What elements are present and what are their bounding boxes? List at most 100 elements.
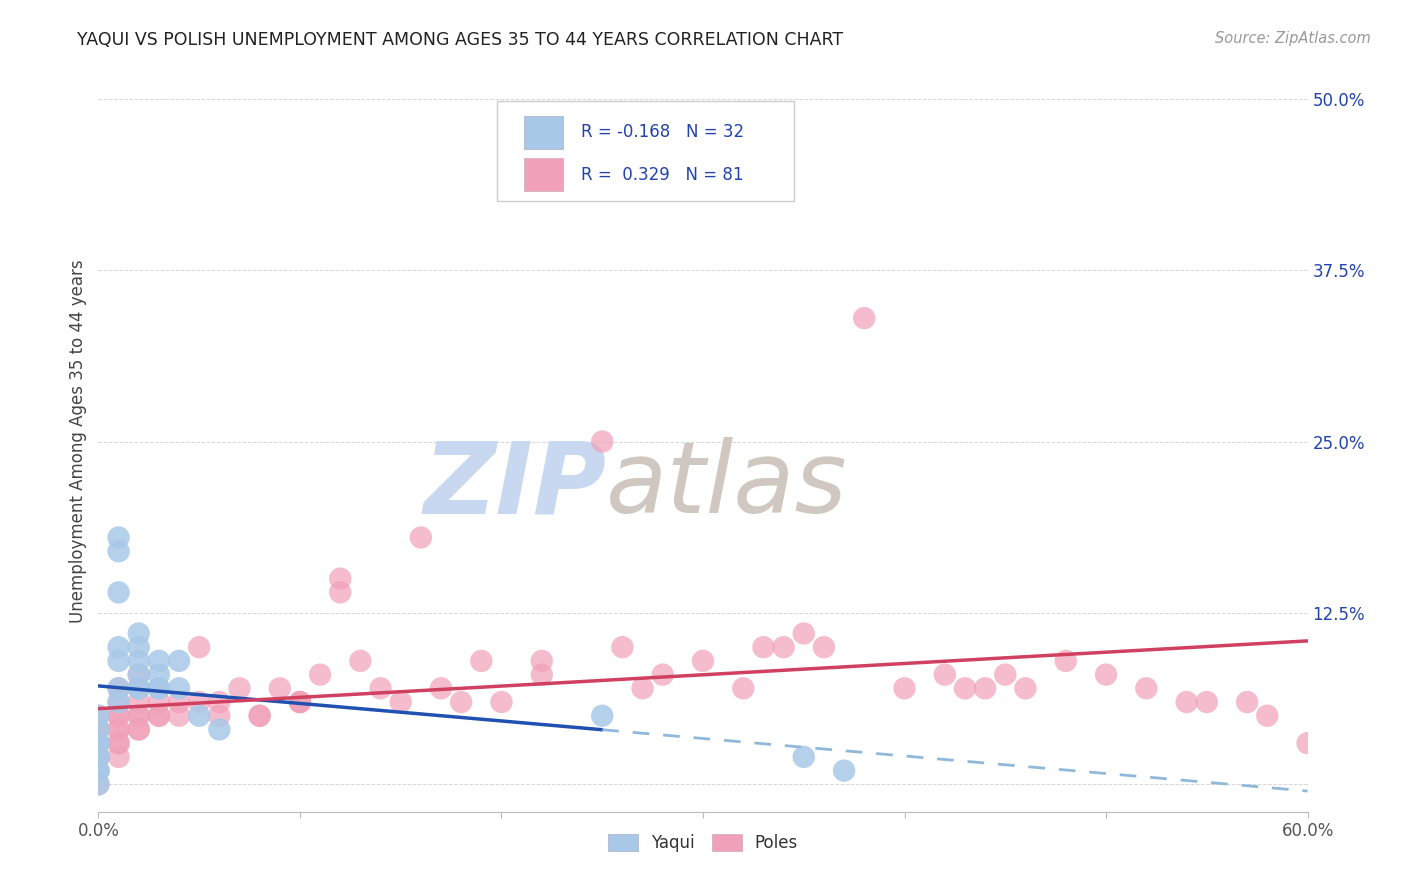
Point bbox=[148, 681, 170, 696]
Point bbox=[87, 750, 110, 764]
Point bbox=[107, 640, 129, 655]
FancyBboxPatch shape bbox=[524, 116, 562, 149]
Point bbox=[107, 736, 129, 750]
FancyBboxPatch shape bbox=[498, 101, 793, 201]
Point bbox=[107, 723, 129, 737]
Point bbox=[87, 708, 110, 723]
FancyBboxPatch shape bbox=[524, 158, 562, 192]
Point bbox=[87, 736, 110, 750]
Point bbox=[107, 544, 129, 558]
Point bbox=[87, 723, 110, 737]
Point bbox=[994, 667, 1017, 681]
Point bbox=[107, 708, 129, 723]
Point bbox=[107, 750, 129, 764]
Point bbox=[853, 311, 876, 326]
Point bbox=[1195, 695, 1218, 709]
Point bbox=[430, 681, 453, 696]
Point bbox=[87, 723, 110, 737]
Text: Source: ZipAtlas.com: Source: ZipAtlas.com bbox=[1215, 31, 1371, 46]
Point bbox=[128, 723, 150, 737]
Point bbox=[249, 708, 271, 723]
Point bbox=[148, 667, 170, 681]
Point bbox=[651, 667, 673, 681]
Point bbox=[793, 750, 815, 764]
Point bbox=[288, 695, 311, 709]
Point bbox=[107, 681, 129, 696]
Point bbox=[87, 723, 110, 737]
Point bbox=[107, 708, 129, 723]
Point bbox=[772, 640, 794, 655]
Point bbox=[631, 681, 654, 696]
Point bbox=[128, 708, 150, 723]
Point bbox=[733, 681, 755, 696]
Point bbox=[832, 764, 855, 778]
Point bbox=[389, 695, 412, 709]
Point bbox=[128, 667, 150, 681]
Point bbox=[128, 708, 150, 723]
Point bbox=[370, 681, 392, 696]
Point bbox=[107, 585, 129, 599]
Point bbox=[87, 777, 110, 791]
Point bbox=[148, 654, 170, 668]
Point bbox=[188, 640, 211, 655]
Point bbox=[1054, 654, 1077, 668]
Point bbox=[188, 695, 211, 709]
Point bbox=[87, 736, 110, 750]
Point bbox=[228, 681, 250, 696]
Point bbox=[1095, 667, 1118, 681]
Point bbox=[107, 695, 129, 709]
Point bbox=[87, 750, 110, 764]
Point bbox=[953, 681, 976, 696]
Point bbox=[934, 667, 956, 681]
Point bbox=[107, 695, 129, 709]
Point bbox=[148, 708, 170, 723]
Point bbox=[107, 531, 129, 545]
Point bbox=[128, 681, 150, 696]
Text: YAQUI VS POLISH UNEMPLOYMENT AMONG AGES 35 TO 44 YEARS CORRELATION CHART: YAQUI VS POLISH UNEMPLOYMENT AMONG AGES … bbox=[77, 31, 844, 49]
Point bbox=[1256, 708, 1278, 723]
Legend: Yaqui, Poles: Yaqui, Poles bbox=[602, 828, 804, 859]
Point bbox=[349, 654, 371, 668]
Point bbox=[107, 736, 129, 750]
Point bbox=[87, 750, 110, 764]
Point bbox=[87, 708, 110, 723]
Point bbox=[309, 667, 332, 681]
Point bbox=[128, 654, 150, 668]
Point bbox=[249, 708, 271, 723]
Point bbox=[1175, 695, 1198, 709]
Point bbox=[87, 736, 110, 750]
Point bbox=[87, 764, 110, 778]
Point bbox=[87, 750, 110, 764]
Point bbox=[974, 681, 997, 696]
Point bbox=[87, 750, 110, 764]
Point bbox=[128, 667, 150, 681]
Point bbox=[128, 695, 150, 709]
Point bbox=[813, 640, 835, 655]
Point bbox=[591, 708, 613, 723]
Point bbox=[288, 695, 311, 709]
Point bbox=[87, 764, 110, 778]
Point bbox=[329, 572, 352, 586]
Point bbox=[87, 777, 110, 791]
Point bbox=[167, 681, 190, 696]
Point bbox=[128, 626, 150, 640]
Point bbox=[269, 681, 291, 696]
Point bbox=[893, 681, 915, 696]
Text: R =  0.329   N = 81: R = 0.329 N = 81 bbox=[581, 166, 744, 184]
Point bbox=[167, 695, 190, 709]
Point bbox=[1236, 695, 1258, 709]
Point bbox=[450, 695, 472, 709]
Point bbox=[409, 531, 432, 545]
Point bbox=[591, 434, 613, 449]
Point bbox=[793, 626, 815, 640]
Point bbox=[470, 654, 492, 668]
Point bbox=[87, 736, 110, 750]
Point bbox=[167, 708, 190, 723]
Point bbox=[128, 681, 150, 696]
Text: atlas: atlas bbox=[606, 437, 848, 534]
Point bbox=[288, 695, 311, 709]
Point bbox=[128, 681, 150, 696]
Point bbox=[208, 723, 231, 737]
Point bbox=[1296, 736, 1319, 750]
Point bbox=[107, 723, 129, 737]
